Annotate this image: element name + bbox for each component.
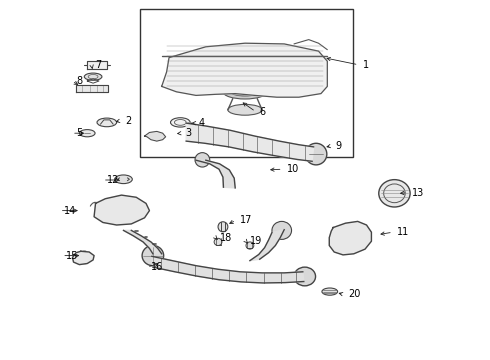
Text: 3: 3 [185, 128, 192, 138]
Polygon shape [145, 131, 166, 141]
Ellipse shape [171, 118, 190, 127]
Text: 16: 16 [151, 262, 163, 272]
Ellipse shape [214, 238, 222, 246]
Polygon shape [329, 221, 371, 255]
Ellipse shape [218, 222, 228, 232]
Ellipse shape [272, 221, 292, 239]
Text: 2: 2 [125, 116, 131, 126]
Ellipse shape [223, 85, 267, 99]
Ellipse shape [84, 73, 102, 80]
Ellipse shape [322, 288, 338, 295]
Polygon shape [94, 195, 149, 225]
Text: 1: 1 [363, 60, 369, 70]
Ellipse shape [78, 251, 91, 264]
Ellipse shape [97, 118, 117, 127]
Text: 4: 4 [198, 118, 205, 128]
Text: 15: 15 [66, 251, 78, 261]
Ellipse shape [115, 175, 132, 184]
Text: 7: 7 [96, 60, 102, 70]
Ellipse shape [79, 130, 95, 137]
Ellipse shape [343, 231, 358, 246]
Polygon shape [250, 230, 284, 261]
Ellipse shape [294, 267, 316, 286]
Text: 10: 10 [287, 164, 299, 174]
Polygon shape [162, 43, 327, 97]
Text: 14: 14 [64, 206, 76, 216]
Ellipse shape [142, 246, 164, 266]
Polygon shape [152, 256, 304, 283]
Text: 9: 9 [336, 141, 342, 151]
Polygon shape [87, 61, 107, 69]
Ellipse shape [195, 153, 210, 167]
Text: 5: 5 [76, 128, 82, 138]
Text: 11: 11 [397, 227, 409, 237]
Ellipse shape [112, 202, 131, 220]
Text: 8: 8 [76, 76, 82, 86]
Polygon shape [73, 251, 94, 265]
Text: 6: 6 [260, 107, 266, 117]
Text: 17: 17 [240, 215, 252, 225]
Polygon shape [196, 160, 235, 188]
Text: 12: 12 [107, 175, 119, 185]
Text: 13: 13 [412, 188, 424, 198]
Ellipse shape [246, 242, 254, 249]
Bar [140, 9, 353, 157]
Ellipse shape [230, 87, 260, 96]
Text: 18: 18 [220, 233, 232, 243]
Polygon shape [186, 123, 314, 161]
Polygon shape [76, 85, 108, 92]
Text: 20: 20 [348, 289, 360, 300]
Polygon shape [123, 230, 162, 254]
Ellipse shape [305, 143, 327, 165]
Ellipse shape [379, 180, 410, 207]
Text: 19: 19 [250, 236, 262, 246]
Ellipse shape [228, 104, 262, 115]
